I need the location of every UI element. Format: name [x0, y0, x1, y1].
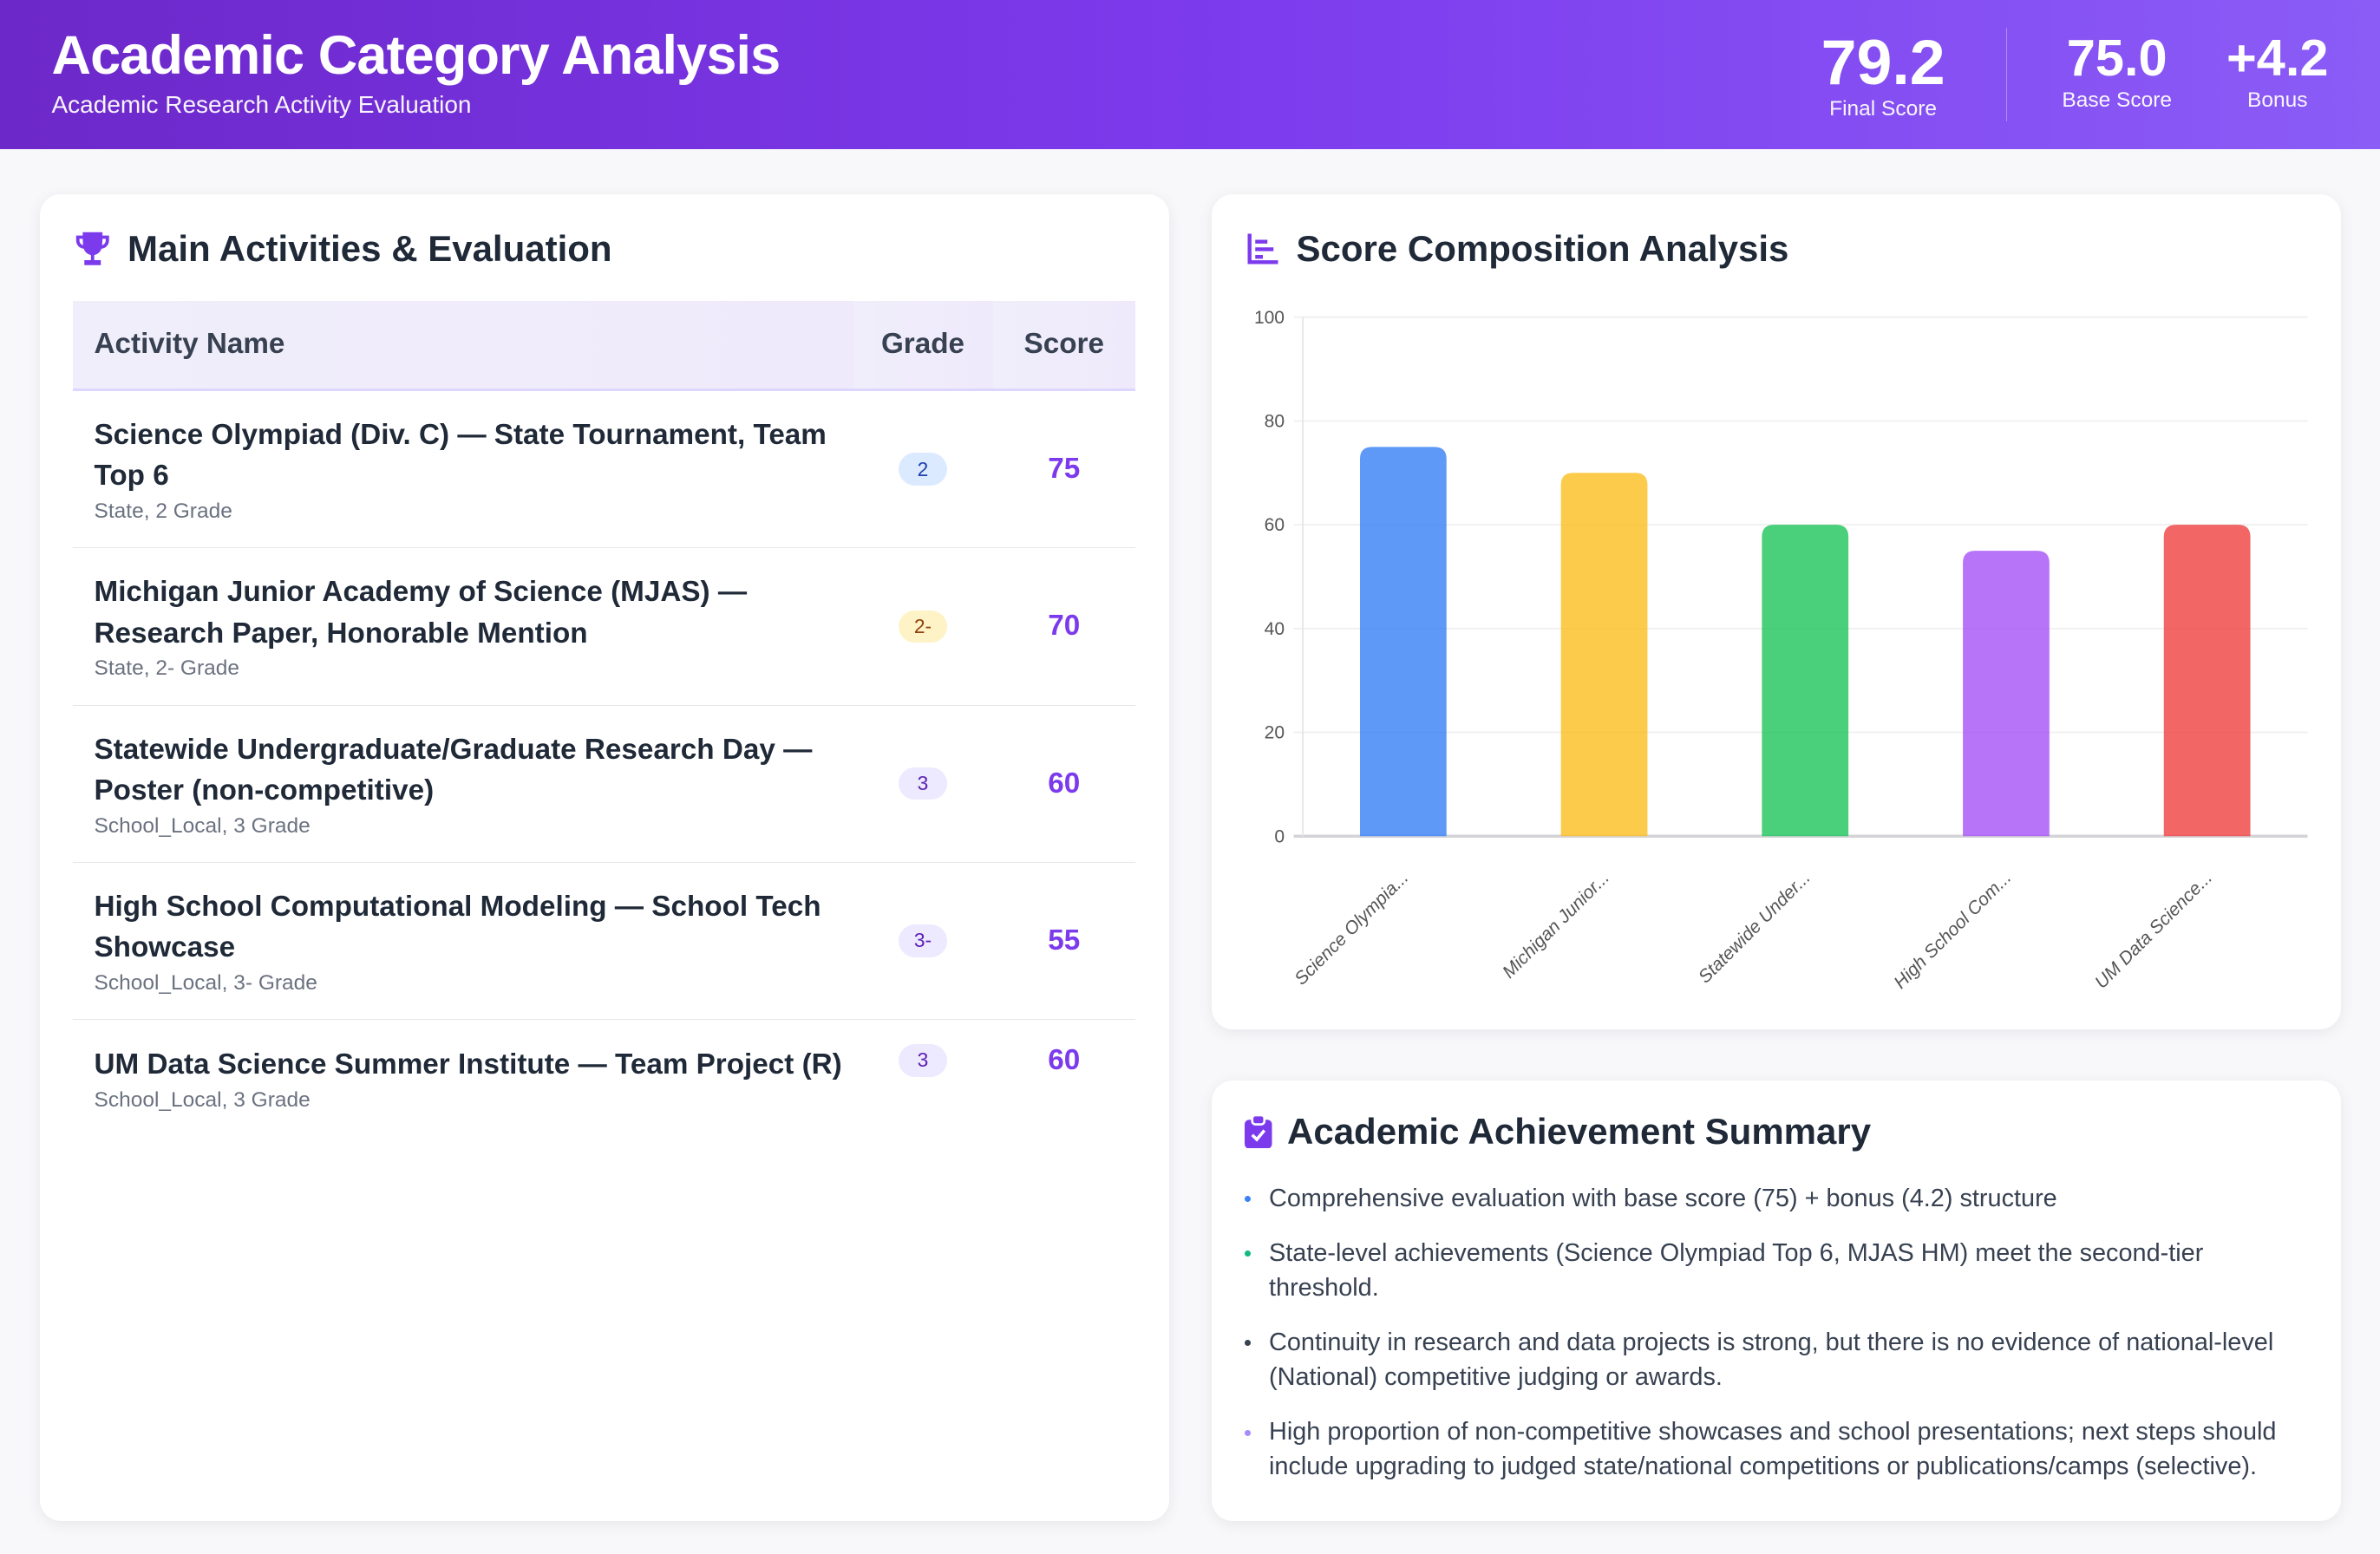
grade-badge: 2- [899, 610, 947, 643]
summary-text: State-level achievements (Science Olympi… [1269, 1238, 2204, 1302]
grade-cell: 3- [853, 862, 993, 1020]
summary-item: Comprehensive evaluation with base score… [1245, 1181, 2307, 1216]
x-tick-label: Science Olympia... [1291, 868, 1412, 989]
summary-text: Comprehensive evaluation with base score… [1269, 1184, 2057, 1212]
x-tick-label: Statewide Under... [1694, 868, 1814, 988]
final-score-value: 79.2 [1821, 25, 1945, 98]
y-tick-label: 40 [1264, 619, 1284, 639]
base-score-stat: 75.0 Base Score [2062, 28, 2172, 113]
bullet-icon [1245, 1250, 1251, 1257]
activity-meta: School_Local, 3- Grade [94, 970, 317, 995]
summary-item: Continuity in research and data projects… [1245, 1325, 2307, 1395]
score-cell: 60 [1048, 1044, 1081, 1076]
summary-list: Comprehensive evaluation with base score… [1245, 1181, 2307, 1505]
activities-heading: Main Activities & Evaluation [73, 228, 612, 270]
summary-item: High proportion of non-competitive showc… [1245, 1414, 2307, 1485]
score-cell: 70 [992, 547, 1135, 706]
bullet-icon [1245, 1429, 1251, 1436]
bar-chart-icon [1247, 233, 1278, 264]
col-score: Score [992, 300, 1135, 391]
col-activity-name: Activity Name [73, 300, 853, 391]
activity-name: High School Computational Modeling — Sch… [94, 890, 821, 964]
grade-cell: 3 [853, 705, 993, 863]
bonus-value: +4.2 [2226, 28, 2329, 87]
chart-heading: Score Composition Analysis [1245, 228, 1788, 270]
bar [1761, 525, 1848, 837]
table-row: High School Computational Modeling — Sch… [73, 862, 1135, 1020]
y-tick-label: 100 [1253, 308, 1284, 328]
activity-cell: Science Olympiad (Div. C) — State Tourna… [73, 389, 853, 549]
grade-badge: 2 [899, 453, 947, 486]
table-row: UM Data Science Summer Institute — Team … [73, 1020, 1135, 1165]
bullet-icon [1245, 1340, 1251, 1347]
summary-item: State-level achievements (Science Olympi… [1245, 1236, 2307, 1306]
bar-chart: 0 20 40 60 80 100 Science Olympia... Michigan J… [1253, 308, 2307, 993]
x-tick-label: UM Data Science... [2091, 868, 2216, 993]
activity-meta: State, 2- Grade [94, 656, 240, 681]
base-score-value: 75.0 [2066, 28, 2168, 87]
page-subtitle: Academic Research Activity Evaluation [51, 91, 472, 118]
activity-cell: High School Computational Modeling — Sch… [73, 862, 853, 1020]
grade-cell: 2- [853, 547, 993, 706]
trophy-icon [75, 232, 109, 265]
activity-name: Science Olympiad (Div. C) — State Tourna… [94, 419, 827, 493]
activity-meta: School_Local, 3 Grade [94, 1087, 311, 1112]
page-title: Academic Category Analysis [51, 25, 781, 86]
activity-cell: UM Data Science Summer Institute — Team … [73, 1020, 853, 1165]
table-row: Michigan Junior Academy of Science (MJAS… [73, 547, 1135, 706]
base-score-label: Base Score [2062, 88, 2173, 112]
score-stats: 79.2 Final Score 75.0 Base Score +4.2 Bo… [1821, 25, 2329, 122]
y-tick-label: 20 [1264, 723, 1284, 743]
summary-title: Academic Achievement Summary [1287, 1111, 1872, 1152]
header: Academic Category Analysis Academic Rese… [0, 0, 2380, 149]
grade-badge: 3 [899, 767, 947, 800]
score-cell: 60 [992, 705, 1135, 863]
bonus-stat: +4.2 Bonus [2226, 28, 2328, 113]
score-cell: 55 [992, 862, 1135, 1020]
y-tick-label: 80 [1264, 411, 1284, 431]
bar [1359, 447, 1447, 837]
y-tick-label: 0 [1274, 826, 1285, 846]
chart-title: Score Composition Analysis [1296, 227, 1789, 269]
bar [2163, 525, 2251, 837]
clipboard-check-icon [1245, 1114, 1272, 1149]
final-score-stat: 79.2 Final Score [1821, 25, 1945, 122]
bar [1560, 473, 1647, 837]
grade-badge: 3 [899, 1044, 947, 1077]
grade-badge: 3- [899, 924, 947, 957]
chart-card: Score Composition Analysis 0 20 40 60 80 100 S… [1211, 194, 2341, 1029]
x-tick-label: Michigan Junior... [1499, 868, 1613, 983]
bonus-label: Bonus [2247, 88, 2308, 112]
grade-cell: 3 [853, 1020, 993, 1165]
activity-cell: Michigan Junior Academy of Science (MJAS… [73, 547, 853, 706]
bar [1962, 551, 2050, 837]
summary-text: High proportion of non-competitive showc… [1269, 1418, 2277, 1481]
grade-cell: 2 [853, 389, 993, 549]
y-tick-label: 60 [1264, 515, 1284, 535]
x-tick-label: High School Com... [1890, 868, 2015, 993]
table-row: Science Olympiad (Div. C) — State Tourna… [73, 389, 1135, 549]
final-score-label: Final Score [1829, 97, 1938, 121]
score-cell: 75 [992, 389, 1135, 549]
summary-heading: Academic Achievement Summary [1245, 1111, 1871, 1152]
activity-name: Statewide Undergraduate/Graduate Researc… [94, 733, 813, 806]
summary-text: Continuity in research and data projects… [1269, 1328, 2274, 1391]
activity-cell: Statewide Undergraduate/Graduate Researc… [73, 705, 853, 863]
activity-name: Michigan Junior Academy of Science (MJAS… [94, 576, 748, 650]
col-grade: Grade [853, 300, 993, 391]
bullet-icon [1245, 1196, 1251, 1202]
activities-title: Main Activities & Evaluation [128, 227, 612, 269]
divider [2005, 27, 2008, 121]
activities-table: Activity Name Grade Score Science Olympi… [73, 300, 1135, 1165]
activity-meta: State, 2 Grade [94, 500, 232, 524]
summary-card: Academic Achievement Summary Comprehensi… [1211, 1081, 2341, 1521]
table-row: Statewide Undergraduate/Graduate Researc… [73, 705, 1135, 863]
activity-name: UM Data Science Summer Institute — Team … [94, 1048, 842, 1081]
activity-meta: School_Local, 3 Grade [94, 813, 311, 838]
